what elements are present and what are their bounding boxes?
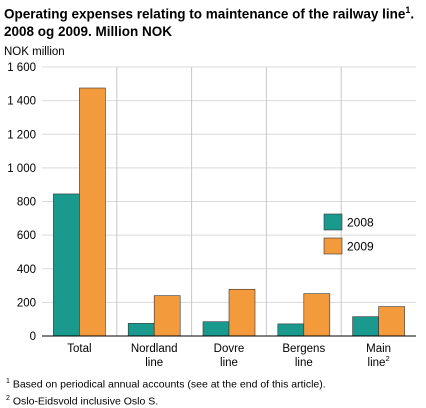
x-tick-label: Total xyxy=(67,343,91,355)
bar-2008-1 xyxy=(128,323,154,336)
bar-2008-4 xyxy=(353,317,379,336)
y-tick-label: 400 xyxy=(17,264,36,276)
y-tick-label: 800 xyxy=(17,197,36,209)
footnote-1-marker: 1 xyxy=(6,378,10,385)
legend-swatch-2009 xyxy=(324,238,342,254)
legend-label-2009: 2009 xyxy=(347,240,374,254)
y-tick-label: 1 600 xyxy=(7,62,36,74)
bar-2009-2 xyxy=(229,289,255,336)
y-tick-label: 1 400 xyxy=(7,96,36,108)
bar-2008-2 xyxy=(203,322,229,336)
footnotes: 1 Based on periodical annual accounts (s… xyxy=(6,375,326,408)
y-tick-label: 200 xyxy=(17,297,36,309)
legend-label-2008: 2008 xyxy=(347,216,374,230)
bar-2009-3 xyxy=(304,294,330,336)
y-tick-label: 1 200 xyxy=(7,129,36,141)
footnote-2: 2 Oslo-Eidsvold inclusive Oslo S. xyxy=(6,392,326,408)
bar-chart: NOK million 0 200 400 600 800 1 000 1 200 1 400 1… xyxy=(0,0,426,370)
bar-2009-1 xyxy=(154,296,180,336)
bar-2009-0 xyxy=(79,88,105,336)
y-tick-label: 600 xyxy=(17,230,36,242)
bar-2008-3 xyxy=(278,324,304,336)
footnote-1: 1 Based on periodical annual accounts (s… xyxy=(6,375,326,392)
footnote-2-marker: 2 xyxy=(6,395,10,402)
y-tick-label: 0 xyxy=(30,331,36,343)
y-axis-label: NOK million xyxy=(4,46,65,58)
y-tick-label: 1 000 xyxy=(7,163,36,175)
legend-swatch-2008 xyxy=(324,214,342,230)
bar-2008-0 xyxy=(53,194,79,336)
bar-2009-4 xyxy=(379,307,405,336)
